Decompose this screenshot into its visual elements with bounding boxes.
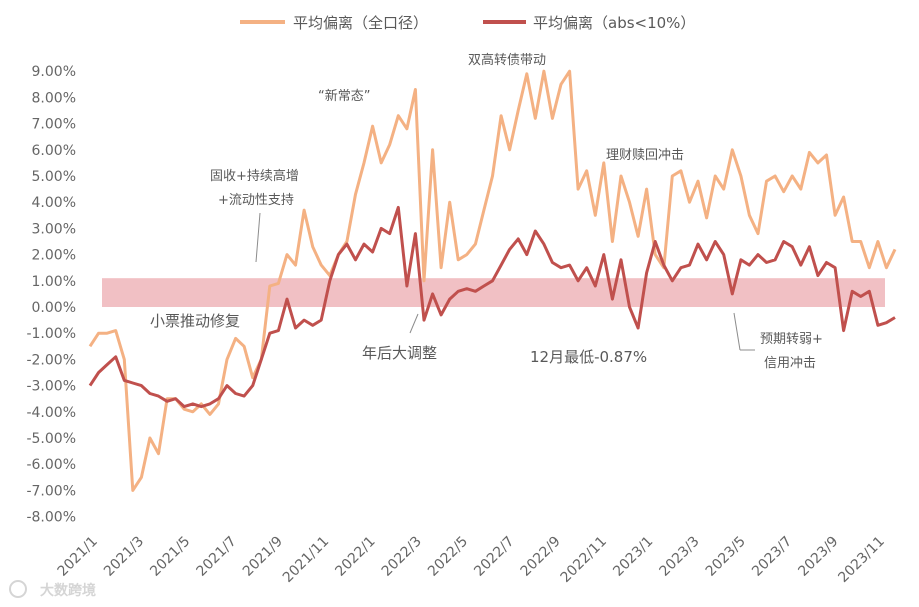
x-tick-label: 2021/3 (101, 534, 147, 580)
y-tick-label: -2.00% (26, 352, 76, 368)
annotation-text: “新常态” (318, 88, 370, 104)
y-tick-label: -1.00% (26, 326, 76, 342)
x-tick-label: 2022/1 (332, 534, 378, 580)
annotation-leader-1 (255, 212, 261, 263)
y-tick-label: -5.00% (26, 431, 76, 447)
annotation-text: 理财赎回冲击 (606, 148, 684, 163)
y-tick-label: 2.00% (32, 248, 76, 264)
y-tick-label: -7.00% (26, 483, 76, 499)
y-tick-label: 8.00% (32, 90, 76, 106)
x-tick-label: 2023/11 (835, 534, 887, 586)
highlight-band (102, 278, 885, 307)
y-tick-label: -8.00% (26, 510, 76, 526)
x-tick-label: 2022/3 (379, 534, 425, 580)
y-tick-label: 6.00% (32, 143, 76, 159)
annotation-text: 小票推动修复 (150, 312, 240, 330)
watermark-text: 大数跨境 (40, 582, 96, 599)
annotation-leader-3 (733, 312, 741, 351)
x-tick-label: 2023/9 (795, 534, 841, 580)
series-line-full (88, 69, 897, 492)
annotation-text: 12月最低-0.87% (530, 348, 647, 366)
annotation-text: 信用冲击 (764, 356, 816, 371)
y-axis: 9.00% 8.00% 7.00% 6.00% 5.00% 4.00% 3.00% 2.00%… (26, 64, 76, 525)
x-tick-label: 2022/11 (558, 534, 610, 586)
watermark-logo-icon (9, 580, 27, 598)
x-tick-label: 2021/11 (280, 534, 332, 586)
y-tick-label: -3.00% (26, 379, 76, 395)
x-tick-label: 2021/7 (194, 534, 240, 580)
y-tick-label: 7.00% (32, 117, 76, 133)
y-tick-label: 0.00% (32, 300, 76, 316)
y-tick-label: 5.00% (32, 169, 76, 185)
y-tick-label: -6.00% (26, 457, 76, 473)
annotation-text: 预期转弱+ (760, 332, 823, 347)
x-tick-label: 2022/9 (518, 534, 564, 580)
x-tick-label: 2022/7 (471, 534, 517, 580)
y-tick-label: 3.00% (32, 221, 76, 237)
x-tick-label: 2023/7 (749, 534, 795, 580)
x-tick-label: 2023/5 (703, 534, 749, 580)
legend: 平均偏离（全口径） 平均偏离（abs<10%） (240, 14, 695, 32)
x-tick-label: 2021/9 (240, 534, 286, 580)
watermark: 大数跨境 (9, 580, 96, 599)
series-line-abs10 (88, 205, 896, 409)
annotation-text: 年后大调整 (362, 344, 437, 362)
y-tick-label: 1.00% (32, 274, 76, 290)
x-tick-label: 2021/5 (147, 534, 193, 580)
legend-label-series-2: 平均偏离（abs<10%） (533, 14, 695, 32)
y-tick-label: -4.00% (26, 405, 76, 421)
x-tick-label: 2022/5 (425, 534, 471, 580)
annotation-text: +流动性支持 (218, 193, 294, 208)
x-tick-label: 2023/3 (657, 534, 703, 580)
y-tick-label: 4.00% (32, 195, 76, 211)
x-tick-label: 2021/1 (55, 534, 101, 580)
y-tick-label: 9.00% (32, 64, 76, 80)
annotation-text: 双高转债带动 (468, 52, 546, 68)
x-tick-label: 2023/1 (610, 534, 656, 580)
legend-label-series-1: 平均偏离（全口径） (293, 14, 428, 32)
annotation-leader-2 (409, 313, 419, 334)
annotation-text: 固收+持续高增 (210, 168, 299, 184)
